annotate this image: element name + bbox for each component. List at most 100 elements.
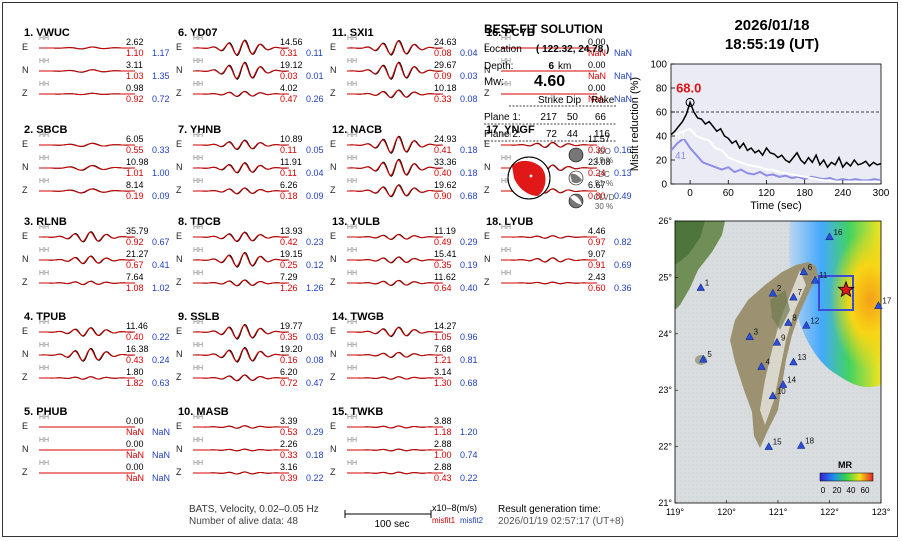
channel-label: HH bbox=[39, 270, 49, 277]
component-label: E bbox=[176, 139, 182, 149]
misfit1-value: 0.19 bbox=[126, 191, 144, 201]
clvd-component: CLVD 30 % bbox=[568, 193, 615, 211]
synthetic-trace bbox=[193, 471, 289, 475]
peak-amplitude: 13.93 bbox=[280, 226, 303, 236]
misfit2-value: 0.22 bbox=[306, 473, 324, 483]
station-title: 7. YHNB bbox=[178, 124, 221, 136]
synthetic-trace bbox=[501, 257, 597, 263]
component-label: Z bbox=[484, 185, 490, 195]
channel-label: HH bbox=[39, 414, 49, 421]
synthetic-trace bbox=[39, 231, 135, 242]
peak-label: 68.0 bbox=[676, 80, 701, 95]
component-label: Z bbox=[330, 88, 336, 98]
channel-label: HH bbox=[39, 319, 49, 326]
misfit2-value: 0.23 bbox=[306, 237, 324, 247]
station-marker bbox=[799, 267, 808, 276]
misfit1-value: 0.47 bbox=[280, 94, 298, 104]
channel-label: HH bbox=[193, 270, 203, 277]
misfit2-value: 1.35 bbox=[152, 71, 170, 81]
station-marker bbox=[784, 317, 793, 326]
peak-amplitude: 7.29 bbox=[280, 272, 298, 282]
misfit1-value: 0.53 bbox=[280, 427, 298, 437]
misfit1-value: 1.10 bbox=[126, 48, 144, 58]
misfit2-value: 0.11 bbox=[306, 48, 323, 58]
channel-label: HH bbox=[193, 365, 203, 372]
peak-amplitude: 6.26 bbox=[280, 180, 298, 190]
component-label: Z bbox=[176, 277, 182, 287]
component-label: N bbox=[176, 349, 183, 359]
synthetic-trace bbox=[501, 235, 597, 239]
station-panel: 9. SSLB E HH 19.770.35 0.03 N HH 19.200.16 0.08 Z… bbox=[176, 311, 324, 388]
misfit2-value: 0.67 bbox=[152, 237, 170, 247]
station-id-label: 1 bbox=[705, 279, 710, 288]
misfit2-value: 0.68 bbox=[460, 191, 478, 201]
station-id-label: 14 bbox=[787, 376, 796, 385]
epicenter-star bbox=[837, 280, 855, 298]
mr-colorbar: MR 0 20 40 60 bbox=[819, 460, 874, 495]
misfit1-value: 0.55 bbox=[126, 145, 144, 155]
peak-amplitude: 3.14 bbox=[434, 367, 452, 377]
channel-label: HH bbox=[39, 81, 49, 88]
peak-amplitude: 8.14 bbox=[126, 180, 144, 190]
lat-tick-label: 22° bbox=[658, 442, 672, 452]
peak-amplitude: 10.18 bbox=[434, 83, 457, 93]
component-label: E bbox=[330, 326, 336, 336]
misfit2-value: 1.17 bbox=[152, 48, 170, 58]
misfit2-value: 0.05 bbox=[306, 145, 324, 155]
component-label: E bbox=[330, 421, 336, 431]
station-title: 4. TPUB bbox=[24, 311, 66, 323]
misfit2-value: NaN bbox=[152, 427, 170, 437]
depth-unit: km bbox=[558, 61, 571, 72]
channel-label: HH bbox=[193, 437, 203, 444]
misfit2-value: 0.03 bbox=[460, 71, 478, 81]
misfit1-value: 0.43 bbox=[126, 355, 144, 365]
station-marker bbox=[768, 288, 778, 297]
synthetic-trace bbox=[39, 376, 135, 380]
synthetic-trace bbox=[39, 280, 135, 286]
clvd-label: CLVD bbox=[594, 193, 615, 202]
component-label: N bbox=[330, 254, 337, 264]
channel-label: HH bbox=[39, 224, 49, 231]
synthetic-trace bbox=[193, 347, 289, 362]
header-rake: Rake bbox=[591, 95, 615, 106]
side-label: 41 bbox=[675, 151, 687, 162]
component-label: E bbox=[330, 139, 336, 149]
synthetic-trace bbox=[193, 252, 289, 267]
side-label: 41 bbox=[675, 131, 687, 142]
misfit2-value: 0.40 bbox=[460, 283, 478, 293]
peak-amplitude: 0.00 bbox=[126, 416, 144, 426]
misfit2-value: 1.20 bbox=[460, 427, 478, 437]
synthetic-trace bbox=[347, 62, 443, 79]
station-id-label: 4 bbox=[766, 358, 771, 367]
lon-tick-label: 119° bbox=[666, 507, 684, 517]
station-title: 18. LYUB bbox=[486, 216, 533, 228]
component-label: Z bbox=[484, 277, 490, 287]
channel-label: HH bbox=[347, 178, 357, 185]
station-marker bbox=[757, 361, 766, 370]
peak-amplitude: 21.27 bbox=[126, 249, 149, 259]
misfit2-value: 0.08 bbox=[306, 355, 324, 365]
peak-amplitude: 7.68 bbox=[434, 344, 452, 354]
peak-amplitude: 9.07 bbox=[588, 249, 606, 259]
channel-label: HH bbox=[193, 414, 203, 421]
component-label: Z bbox=[330, 185, 336, 195]
lat-tick-label: 23° bbox=[658, 385, 672, 395]
peak-amplitude: 0.00 bbox=[588, 60, 606, 70]
synthetic-trace bbox=[347, 425, 443, 429]
misfit2-value: 1.02 bbox=[152, 283, 170, 293]
component-label: Z bbox=[22, 277, 28, 287]
channel-label: HH bbox=[501, 178, 511, 185]
channel-label: HH bbox=[193, 319, 203, 326]
misfit2-value: 0.09 bbox=[306, 191, 324, 201]
station-marker bbox=[874, 301, 883, 309]
synthetic-trace bbox=[193, 374, 289, 382]
station-id-label: 11 bbox=[819, 271, 828, 280]
x-tick-label: 60 bbox=[723, 188, 735, 199]
station-title: 1. VWUC bbox=[24, 27, 70, 39]
peak-amplitude: 24.93 bbox=[434, 134, 457, 144]
colorbar-tick-label: 20 bbox=[833, 486, 842, 495]
